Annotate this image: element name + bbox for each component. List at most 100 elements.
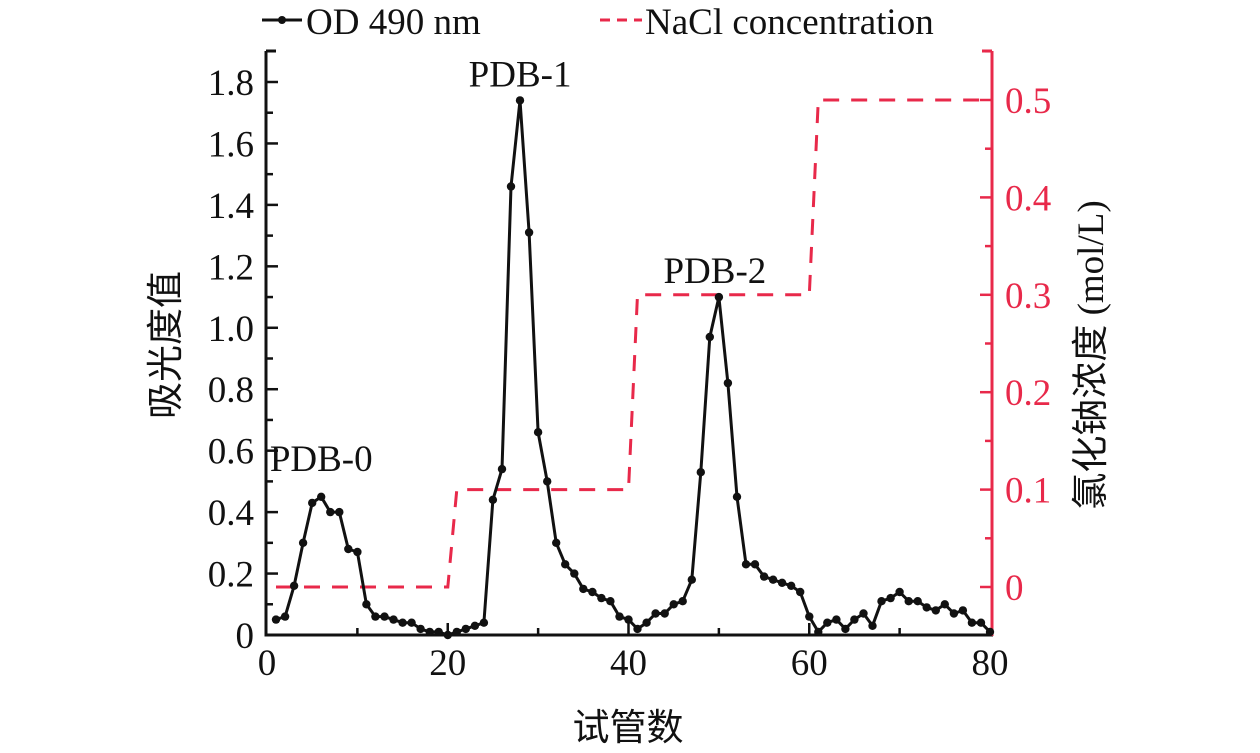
y-tick-label-right: 0.3 xyxy=(1005,276,1051,317)
y-tick-label-left: 0.8 xyxy=(208,370,254,411)
od-data-point xyxy=(425,627,434,637)
legend-item-od[interactable]: OD 490 nm xyxy=(262,2,481,43)
od-data-point xyxy=(741,560,751,569)
od-data-point xyxy=(796,587,805,597)
od-data-point xyxy=(913,597,922,606)
series-nacl xyxy=(276,98,990,589)
od-data-point xyxy=(606,597,615,606)
legend-nacl-label: NaCl concentration xyxy=(645,2,934,43)
od-data-point xyxy=(308,498,317,508)
od-data-point xyxy=(326,507,335,517)
od-data-point xyxy=(904,597,913,606)
y-tick-label-right: 0.4 xyxy=(1005,178,1051,219)
od-data-point xyxy=(633,624,642,634)
od-data-point xyxy=(949,609,959,618)
od-data-point xyxy=(777,578,787,587)
od-data-point xyxy=(696,468,705,477)
od-data-point xyxy=(678,597,687,606)
od-data-point xyxy=(398,618,407,627)
od-data-point xyxy=(976,618,986,627)
od-data-point xyxy=(615,612,624,621)
x-tick-label: 60 xyxy=(791,643,828,684)
legend-od-swatch-marker xyxy=(278,16,286,24)
od-data-point xyxy=(958,606,968,615)
x-tick-label: 40 xyxy=(610,643,647,684)
x-axis-title: 试管数 xyxy=(573,707,684,749)
y-tick-label-left: 1.2 xyxy=(208,247,254,288)
od-data-point xyxy=(922,603,931,612)
legend-od-label: OD 490 nm xyxy=(306,2,481,43)
y-tick-label-left: 1.0 xyxy=(208,309,254,350)
od-data-point xyxy=(759,572,769,581)
od-data-point xyxy=(723,378,733,388)
series-od xyxy=(271,96,995,640)
y-ticks-right: 0 0.1 0.2 0.3 0.4 0.5 xyxy=(980,50,1051,609)
od-data-point xyxy=(651,609,660,618)
y-tick-label-left: 1.6 xyxy=(208,124,254,165)
od-data-point xyxy=(588,587,597,597)
od-data-point xyxy=(443,630,452,640)
y-tick-label-right: 0.2 xyxy=(1005,373,1051,414)
od-data-point xyxy=(940,600,949,609)
od-data-point xyxy=(687,575,696,584)
od-data-point xyxy=(317,492,326,501)
x-ticks: 0 20 40 60 80 xyxy=(258,623,1009,684)
y-tick-label-right: 0.5 xyxy=(1005,81,1051,122)
peak-annotations: PDB-0 PDB-1 PDB-2 xyxy=(270,54,766,479)
od-data-point xyxy=(732,492,742,501)
x-tick-label: 0 xyxy=(258,643,277,684)
od-data-point xyxy=(543,477,552,486)
od-data-point xyxy=(298,538,308,547)
od-data-point xyxy=(461,624,470,634)
y-tick-label-right: 0 xyxy=(1005,568,1024,609)
y-ticks-left: 0 0.2 0.4 0.6 0.8 1.0 1.2 1.4 1.6 1.8 xyxy=(208,63,278,657)
od-data-point xyxy=(407,618,416,627)
od-data-point xyxy=(669,600,678,609)
od-data-point xyxy=(850,615,859,624)
od-data-point xyxy=(705,332,714,342)
y-tick-label-left: 1.4 xyxy=(208,186,254,227)
od-data-point xyxy=(289,581,299,590)
od-data-point xyxy=(380,612,389,621)
peak-label: PDB-1 xyxy=(469,54,572,95)
od-data-point xyxy=(877,597,886,606)
od-data-point xyxy=(371,612,380,621)
od-data-point xyxy=(506,182,516,191)
od-data-point xyxy=(823,618,832,627)
nacl-line xyxy=(276,98,990,589)
od-data-point xyxy=(479,618,489,627)
od-data-point xyxy=(886,593,895,603)
od-data-point xyxy=(561,560,570,569)
od-data-point xyxy=(805,612,814,621)
od-data-point xyxy=(660,609,669,618)
y-tick-label-right: 0.1 xyxy=(1005,471,1051,512)
od-data-point xyxy=(787,581,796,590)
od-data-point xyxy=(859,609,868,618)
od-data-point xyxy=(416,624,425,634)
od-data-point xyxy=(841,624,850,634)
od-data-point xyxy=(597,593,606,603)
od-data-point xyxy=(271,615,281,624)
od-data-point xyxy=(714,292,724,302)
od-data-point xyxy=(868,621,877,630)
y-tick-label-left: 1.8 xyxy=(208,63,254,104)
od-data-point xyxy=(768,575,778,584)
x-tick-label: 80 xyxy=(972,643,1009,684)
legend-item-nacl[interactable]: NaCl concentration xyxy=(600,2,934,43)
od-data-point xyxy=(750,560,760,569)
od-data-point xyxy=(832,615,841,624)
od-data-point xyxy=(524,228,534,237)
od-data-point xyxy=(362,600,371,609)
od-data-point xyxy=(452,627,461,637)
od-data-point xyxy=(335,507,344,517)
od-data-point xyxy=(985,627,995,637)
peak-label: PDB-0 xyxy=(270,439,373,480)
od-data-point xyxy=(434,627,443,637)
y-axis-title-left: 吸光度值 xyxy=(145,271,187,419)
y-axis-title-right: 氯化钠浓度 (mol/L) xyxy=(1070,200,1112,509)
od-data-point xyxy=(470,621,480,630)
od-data-point xyxy=(624,615,633,624)
od-data-point xyxy=(579,584,588,594)
od-data-point xyxy=(895,587,904,597)
od-data-point xyxy=(280,612,290,621)
